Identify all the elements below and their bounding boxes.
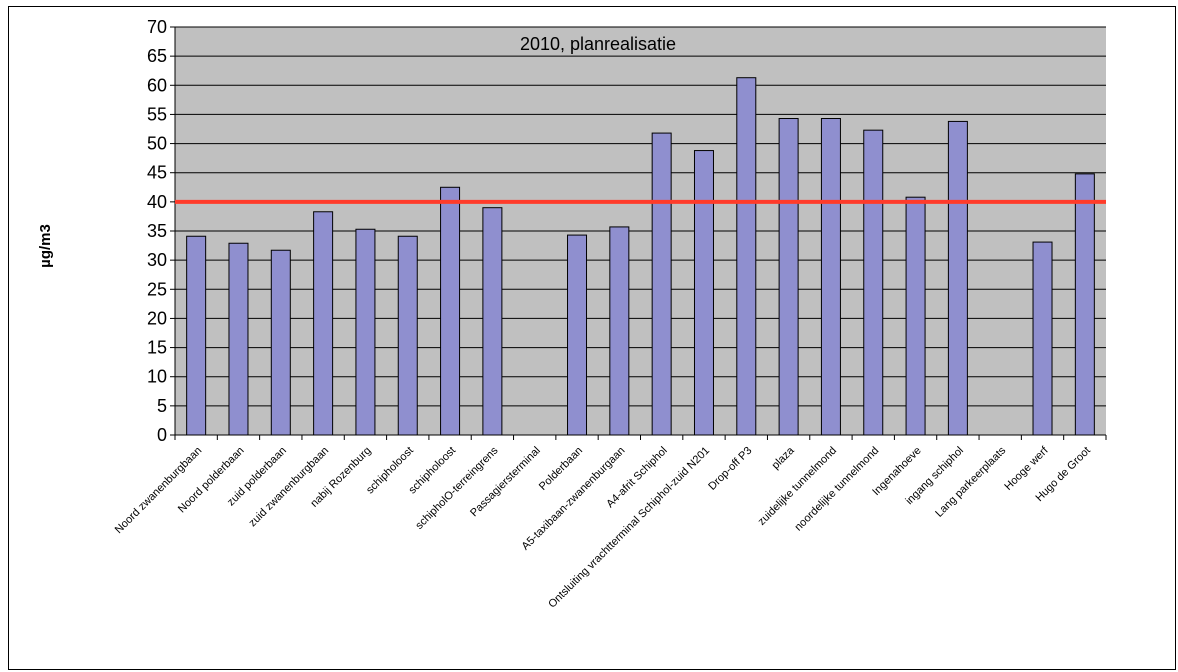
bar [355,228,376,436]
bar [778,118,799,436]
y-tick-label: 55 [147,104,167,124]
bar [693,150,714,436]
x-tick-label: Drop-off P3 [706,445,754,493]
bar [905,196,926,436]
x-tick-label: Passagiersterminal [468,445,543,520]
y-tick-label: 10 [147,367,167,387]
bar [1032,241,1053,436]
y-tick-label: 5 [157,396,167,416]
x-tick-label: zuidelijke tunnelmond [756,445,839,528]
x-tick-label: Noord zwanenburgbaan [113,445,205,537]
bar [228,242,249,436]
x-tick-label: zuid zwanenburgbaan [247,445,332,530]
y-tick-label: 40 [147,192,167,212]
bar [820,118,841,436]
y-tick-label: 15 [147,338,167,358]
bar [947,120,968,436]
y-tick-label: 65 [147,46,167,66]
x-tick-label: noordelijke tunnelmond [792,445,881,534]
bar [397,235,418,436]
bar [313,211,334,436]
y-tick-label: 70 [147,17,167,37]
y-axis-label: µg/m3 [37,224,54,268]
bar [440,186,461,436]
y-tick-label: 50 [147,134,167,154]
y-tick-label: 60 [147,75,167,95]
bar [186,235,207,436]
y-tick-label: 35 [147,221,167,241]
x-tick-label: Ontsluiting vrachtterminal Schiphol-zuid… [546,445,712,611]
bar [736,77,757,436]
bar [482,207,503,436]
chart-title: 2010, planrealisatie [520,34,676,54]
y-tick-label: 25 [147,279,167,299]
bar [567,234,588,436]
bar [651,132,672,436]
bar [270,249,291,436]
bar [863,129,884,436]
bar [1074,173,1095,436]
y-tick-label: 0 [157,425,167,445]
y-tick-label: 30 [147,250,167,270]
x-tick-label: schipholO-terreingrens [413,444,501,532]
x-tick-label: Lang parkeerplaats [933,444,1008,519]
y-tick-label: 20 [147,308,167,328]
y-tick-label: 45 [147,163,167,183]
bar [609,226,630,436]
x-tick-label: plaza [770,444,798,472]
